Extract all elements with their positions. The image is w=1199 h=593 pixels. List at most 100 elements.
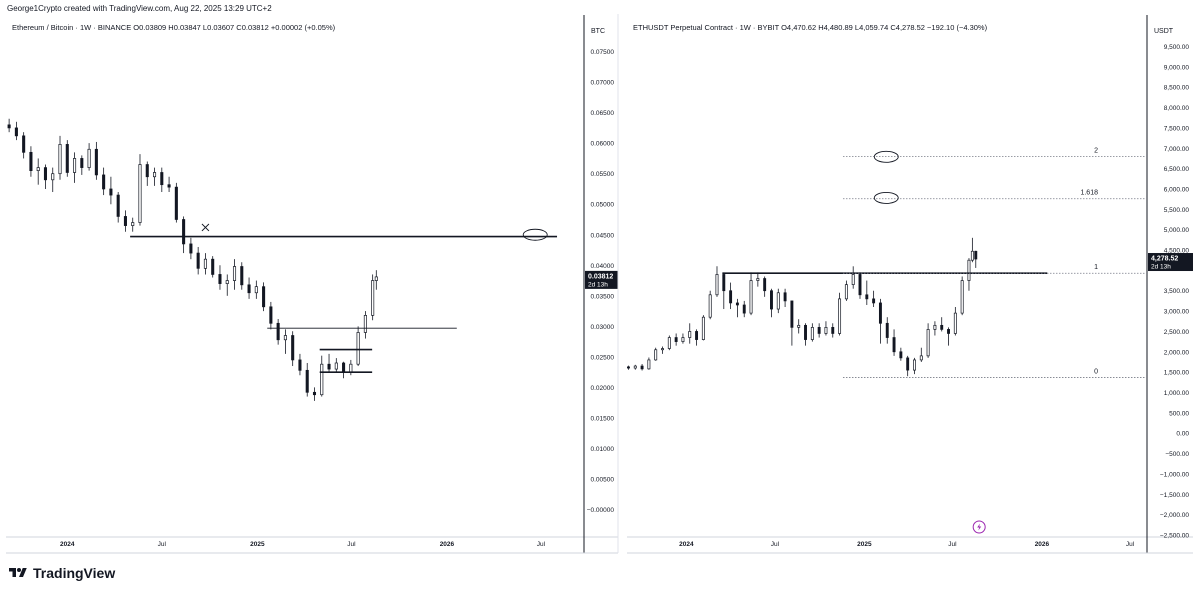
candle-body <box>356 332 360 365</box>
y-tick-label: 0.03000 <box>591 324 615 331</box>
last-price-value: 4,278.52 <box>1151 256 1178 263</box>
y-tick-label: 0.01500 <box>591 415 615 422</box>
y-tick-label: −2,500.00 <box>1160 532 1189 539</box>
y-tick-label: 0.01000 <box>591 446 615 453</box>
candle-body <box>810 327 814 340</box>
candle-body <box>153 172 157 178</box>
ethbtc-chart: BTC 0.07500 0.07000 0.06500 0.06000 0.05500 0.… <box>6 15 618 554</box>
y-tick-label: 6,000.00 <box>1164 186 1190 193</box>
y-tick-label: 1,000.00 <box>1164 390 1190 397</box>
candle-body <box>254 286 258 294</box>
candle-body <box>844 284 848 300</box>
y-tick-label: 0.06000 <box>591 141 615 148</box>
last-price-countdown: 2d 13h <box>588 281 608 288</box>
x-tick-label: 2026 <box>440 541 455 548</box>
candle-body <box>58 144 62 175</box>
candle-body <box>783 292 787 302</box>
fib-level-label: 2 <box>1094 147 1098 154</box>
candle-body <box>312 391 317 396</box>
candle-body <box>269 306 273 324</box>
candle-body <box>715 274 719 296</box>
y-tick-label: −2,000.00 <box>1160 512 1189 519</box>
candle-body <box>94 148 98 176</box>
candle-body <box>878 302 882 324</box>
candle-body <box>109 188 113 196</box>
candle-body <box>742 304 746 314</box>
y-tick-label: 2,500.00 <box>1164 329 1190 336</box>
candle-body <box>65 144 69 173</box>
x-tick-label: 2026 <box>1035 541 1050 548</box>
candle-body <box>865 294 869 300</box>
candle-body <box>342 362 346 373</box>
candle-body <box>51 173 55 181</box>
candle-body <box>283 335 287 341</box>
y-tick-label: 4,500.00 <box>1164 248 1190 255</box>
ethusdt-chart: USDT 9,500.00 9,000.00 8,500.00 8,000.00 7,50… <box>627 15 1193 554</box>
candle-body <box>722 274 726 292</box>
candle-body <box>627 366 630 369</box>
candle-body <box>892 337 896 353</box>
y-tick-label: −1,000.00 <box>1160 471 1189 478</box>
candle-body <box>116 194 120 217</box>
candle-body <box>804 324 807 340</box>
candle-body <box>247 284 251 294</box>
candle-body <box>102 174 106 190</box>
candle-body <box>80 158 84 168</box>
candle-body <box>633 365 637 369</box>
candle-body <box>298 359 302 371</box>
x-tick-label: Jul <box>1126 541 1135 548</box>
candle-body <box>647 359 651 370</box>
candle-body <box>933 324 937 330</box>
candle-body <box>276 322 280 341</box>
candle-body <box>138 164 142 223</box>
candle-body <box>770 290 773 310</box>
candle-body <box>970 250 974 261</box>
candle-body <box>674 337 678 342</box>
candle-body <box>174 186 178 220</box>
candle-body <box>374 276 378 281</box>
candle-body <box>262 286 266 308</box>
candle-body <box>919 355 923 361</box>
last-price-tag <box>1148 253 1193 272</box>
candle-body <box>858 274 862 296</box>
candle-body <box>838 298 842 334</box>
candle-body <box>327 363 331 370</box>
candle-body <box>960 280 964 314</box>
candle-body <box>189 243 193 254</box>
candle-body <box>123 216 127 226</box>
candle-body <box>851 274 855 285</box>
candle-body <box>203 258 207 269</box>
chart-header: George1Crypto created with TradingView.c… <box>7 4 272 13</box>
y-tick-label: 6,500.00 <box>1164 166 1190 173</box>
candle-body <box>232 266 237 281</box>
candle-body <box>14 127 18 137</box>
y-tick-label: −500.00 <box>1165 451 1189 458</box>
y-tick-label: −0.00000 <box>587 507 615 514</box>
candle-body <box>131 222 135 226</box>
candle-body <box>756 278 760 281</box>
candle-body <box>291 335 295 361</box>
candle-body <box>817 327 821 334</box>
candle-body <box>947 329 950 334</box>
y-tick-label: 0.02000 <box>591 385 615 392</box>
candle-body <box>688 331 692 338</box>
candle-body <box>701 316 705 340</box>
candle-body <box>790 300 794 328</box>
tradingview-logo[interactable]: TradingView <box>8 565 115 581</box>
y-tick-label: 5,500.00 <box>1164 207 1190 214</box>
y-tick-label: 0.02500 <box>591 354 615 361</box>
ellipse-marker <box>873 191 899 204</box>
candle-body <box>967 259 971 281</box>
y-tick-label: 0.04500 <box>591 232 615 239</box>
candle-body <box>196 252 200 269</box>
candle-body <box>349 363 353 373</box>
y-tick-label: 1,500.00 <box>1164 370 1190 377</box>
candle-body <box>167 184 171 188</box>
y-tick-label: 0.05500 <box>591 171 615 178</box>
candle-body <box>22 135 26 153</box>
y-tick-label: 500.00 <box>1169 410 1189 417</box>
y-tick-label: 8,500.00 <box>1164 85 1190 92</box>
candle-body <box>36 167 40 171</box>
right-chart-title: ETHUSDT Perpetual Contract · 1W · BYBIT … <box>633 23 988 32</box>
